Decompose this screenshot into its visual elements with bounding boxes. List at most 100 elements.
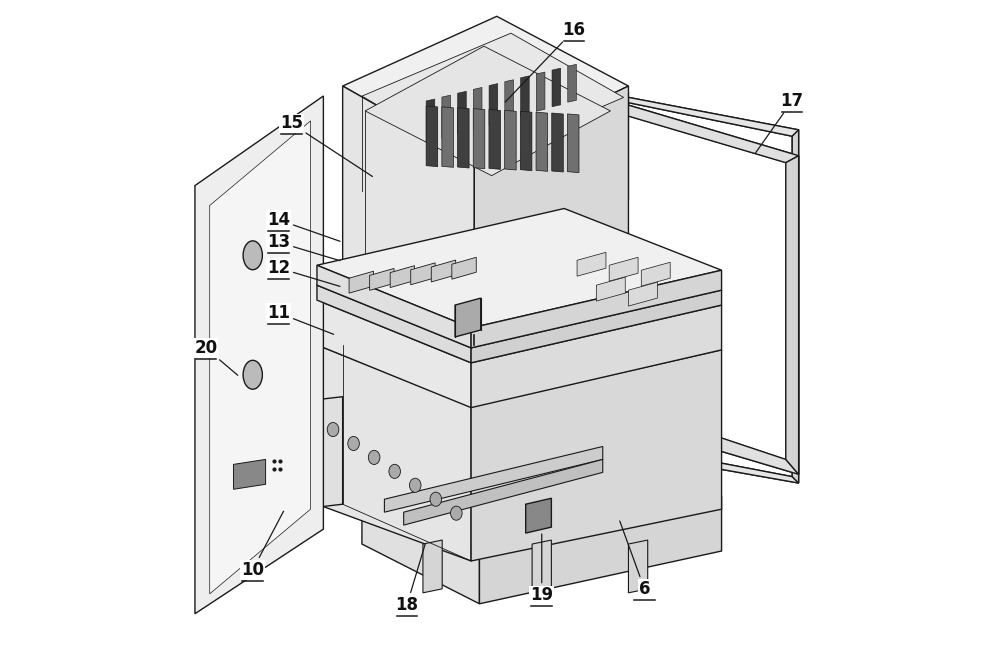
Polygon shape bbox=[317, 290, 722, 406]
Polygon shape bbox=[471, 305, 722, 408]
Polygon shape bbox=[568, 64, 576, 102]
Text: 11: 11 bbox=[267, 304, 334, 334]
Polygon shape bbox=[563, 435, 799, 483]
Polygon shape bbox=[526, 498, 551, 533]
Polygon shape bbox=[346, 92, 479, 264]
Polygon shape bbox=[520, 111, 532, 171]
Polygon shape bbox=[195, 96, 323, 614]
Polygon shape bbox=[521, 76, 529, 115]
Polygon shape bbox=[564, 390, 799, 474]
Polygon shape bbox=[577, 252, 606, 276]
Polygon shape bbox=[505, 80, 513, 120]
Polygon shape bbox=[362, 437, 722, 549]
Ellipse shape bbox=[243, 241, 262, 270]
Polygon shape bbox=[423, 540, 442, 593]
Text: 17: 17 bbox=[755, 92, 804, 154]
Polygon shape bbox=[471, 350, 722, 561]
Text: 13: 13 bbox=[267, 233, 340, 261]
Polygon shape bbox=[343, 86, 474, 335]
Ellipse shape bbox=[348, 437, 359, 451]
Polygon shape bbox=[362, 33, 624, 162]
Polygon shape bbox=[317, 300, 471, 408]
Polygon shape bbox=[473, 88, 482, 129]
Polygon shape bbox=[317, 345, 471, 561]
Polygon shape bbox=[564, 86, 799, 474]
Polygon shape bbox=[567, 114, 579, 173]
Polygon shape bbox=[479, 496, 722, 604]
Polygon shape bbox=[489, 110, 500, 170]
Text: 10: 10 bbox=[241, 511, 284, 579]
Polygon shape bbox=[365, 46, 610, 175]
Text: 16: 16 bbox=[505, 21, 585, 102]
Polygon shape bbox=[628, 540, 648, 593]
Text: 20: 20 bbox=[194, 339, 238, 375]
Polygon shape bbox=[411, 263, 435, 284]
Polygon shape bbox=[474, 86, 628, 335]
Polygon shape bbox=[536, 112, 548, 172]
Polygon shape bbox=[552, 68, 561, 106]
Polygon shape bbox=[349, 271, 373, 293]
Ellipse shape bbox=[451, 506, 462, 521]
Polygon shape bbox=[404, 459, 603, 525]
Ellipse shape bbox=[368, 450, 380, 464]
Ellipse shape bbox=[389, 464, 400, 479]
Polygon shape bbox=[573, 92, 792, 477]
Polygon shape bbox=[317, 243, 722, 363]
Polygon shape bbox=[317, 228, 722, 348]
Polygon shape bbox=[390, 266, 415, 288]
Polygon shape bbox=[641, 263, 670, 286]
Polygon shape bbox=[471, 290, 722, 363]
Polygon shape bbox=[609, 257, 638, 281]
Polygon shape bbox=[452, 257, 476, 279]
Polygon shape bbox=[536, 72, 545, 111]
Polygon shape bbox=[384, 446, 603, 512]
Polygon shape bbox=[569, 374, 582, 425]
Polygon shape bbox=[473, 108, 485, 168]
Text: 18: 18 bbox=[395, 544, 425, 614]
Ellipse shape bbox=[243, 361, 262, 389]
Polygon shape bbox=[210, 121, 311, 594]
Polygon shape bbox=[564, 86, 577, 404]
Polygon shape bbox=[343, 16, 628, 161]
Polygon shape bbox=[370, 268, 394, 290]
Polygon shape bbox=[576, 370, 589, 444]
Polygon shape bbox=[628, 282, 657, 306]
Text: 6: 6 bbox=[620, 521, 650, 598]
Polygon shape bbox=[455, 298, 481, 337]
Polygon shape bbox=[505, 110, 516, 170]
Polygon shape bbox=[596, 277, 625, 301]
Polygon shape bbox=[362, 490, 479, 604]
Polygon shape bbox=[426, 106, 438, 166]
Polygon shape bbox=[563, 85, 799, 483]
Polygon shape bbox=[564, 86, 799, 163]
Polygon shape bbox=[442, 95, 451, 138]
Polygon shape bbox=[431, 260, 456, 282]
Polygon shape bbox=[233, 459, 266, 490]
Polygon shape bbox=[792, 130, 799, 483]
Text: 12: 12 bbox=[267, 259, 340, 286]
Polygon shape bbox=[563, 85, 573, 441]
Polygon shape bbox=[577, 101, 786, 459]
Polygon shape bbox=[442, 107, 453, 167]
Text: 15: 15 bbox=[280, 114, 372, 177]
Polygon shape bbox=[786, 155, 799, 474]
Polygon shape bbox=[317, 397, 343, 507]
Ellipse shape bbox=[409, 478, 421, 492]
Polygon shape bbox=[458, 92, 466, 134]
Polygon shape bbox=[317, 208, 722, 328]
Polygon shape bbox=[317, 265, 471, 348]
Polygon shape bbox=[563, 85, 799, 136]
Polygon shape bbox=[532, 540, 551, 593]
Polygon shape bbox=[346, 28, 628, 157]
Polygon shape bbox=[552, 113, 563, 172]
Polygon shape bbox=[458, 108, 469, 168]
Text: 14: 14 bbox=[267, 211, 340, 241]
Polygon shape bbox=[426, 99, 435, 143]
Ellipse shape bbox=[327, 422, 339, 437]
Polygon shape bbox=[479, 93, 628, 264]
Ellipse shape bbox=[430, 492, 442, 506]
Polygon shape bbox=[471, 270, 722, 348]
Polygon shape bbox=[489, 84, 498, 124]
Text: 19: 19 bbox=[530, 534, 553, 604]
Polygon shape bbox=[317, 285, 471, 363]
